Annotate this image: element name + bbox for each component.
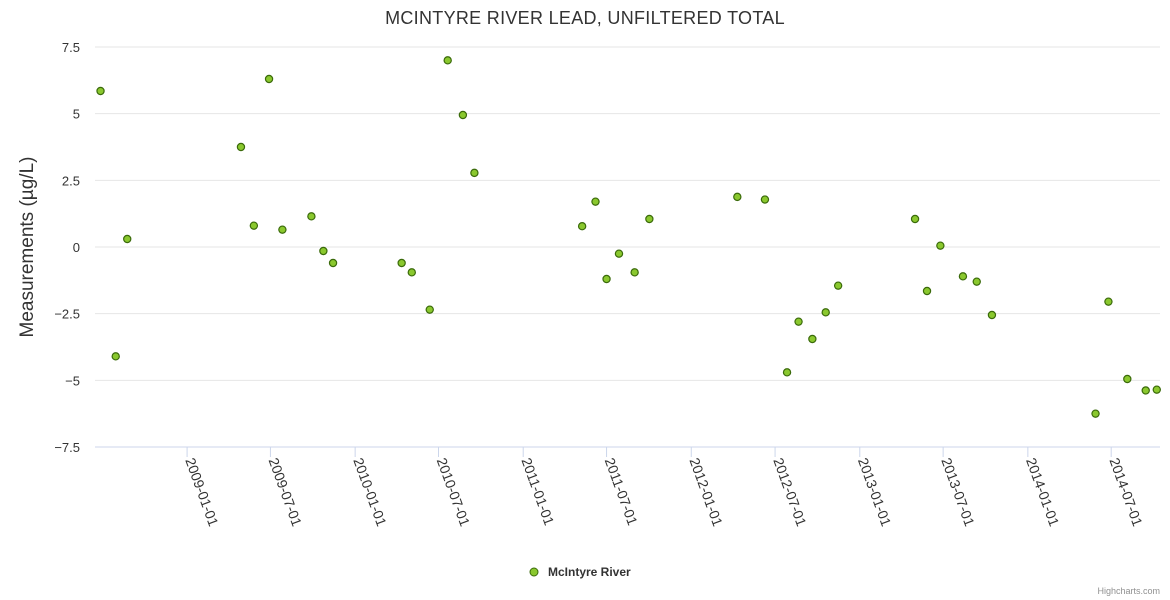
y-axis-ticks: 7.5 5 2.5 0 −2.5 −5 −7.5 bbox=[54, 40, 80, 455]
y-tick-label: 0 bbox=[73, 240, 80, 255]
data-point[interactable] bbox=[987, 310, 997, 320]
data-point[interactable] bbox=[922, 286, 932, 296]
data-point[interactable] bbox=[319, 246, 328, 256]
x-tick-label: 2009-07-01 bbox=[266, 456, 306, 529]
data-point[interactable] bbox=[264, 74, 274, 84]
y-axis-label: Measurements (µg/L) bbox=[17, 157, 38, 338]
data-point[interactable] bbox=[328, 258, 338, 268]
data-point[interactable] bbox=[733, 192, 742, 202]
data-point[interactable] bbox=[808, 334, 817, 344]
x-tick-label: 2011-01-01 bbox=[518, 456, 557, 528]
data-point[interactable] bbox=[645, 214, 654, 224]
data-point[interactable] bbox=[443, 56, 452, 65]
data-point[interactable] bbox=[958, 272, 968, 281]
data-point[interactable] bbox=[630, 268, 639, 277]
y-tick-label: −7.5 bbox=[54, 440, 80, 455]
legend-marker-icon bbox=[529, 567, 539, 577]
data-point[interactable] bbox=[123, 234, 132, 244]
data-point[interactable] bbox=[1141, 386, 1150, 395]
data-point[interactable] bbox=[833, 281, 843, 290]
data-point[interactable] bbox=[111, 352, 120, 361]
y-tick-label: 7.5 bbox=[62, 40, 80, 55]
credits-link[interactable]: Highcharts.com bbox=[1097, 586, 1160, 596]
data-point[interactable] bbox=[307, 212, 316, 221]
data-point[interactable] bbox=[577, 221, 587, 231]
y-tick-label: −5 bbox=[65, 373, 80, 388]
data-point[interactable] bbox=[602, 274, 611, 284]
legend[interactable]: McIntyre River bbox=[529, 565, 631, 579]
grid-lines bbox=[95, 46, 1160, 448]
data-point[interactable] bbox=[1091, 409, 1100, 418]
data-point[interactable] bbox=[910, 214, 920, 224]
chart-title: MCINTYRE RIVER LEAD, UNFILTERED TOTAL bbox=[385, 8, 785, 28]
data-point[interactable] bbox=[397, 258, 406, 268]
data-point[interactable] bbox=[972, 277, 981, 286]
y-tick-label: −2.5 bbox=[54, 307, 80, 322]
x-tick-label: 2010-07-01 bbox=[434, 456, 474, 529]
data-point[interactable] bbox=[760, 195, 770, 204]
data-point[interactable] bbox=[1123, 374, 1132, 384]
data-point[interactable] bbox=[614, 249, 624, 258]
x-axis: 2009-01-01 2009-07-01 2010-01-01 2010-07-01… bbox=[95, 446, 1160, 529]
x-tick-label: 2010-01-01 bbox=[350, 456, 390, 529]
x-tick-label: 2009-01-01 bbox=[182, 456, 222, 529]
data-point[interactable] bbox=[591, 197, 600, 206]
x-tick-label: 2013-07-01 bbox=[938, 456, 978, 529]
data-point[interactable] bbox=[1152, 385, 1161, 394]
x-tick-label: 2011-07-01 bbox=[602, 456, 641, 528]
data-point[interactable] bbox=[821, 308, 830, 317]
x-tick-label: 2012-07-01 bbox=[770, 456, 810, 529]
data-point[interactable] bbox=[794, 317, 803, 326]
x-tick-label: 2012-01-01 bbox=[686, 456, 726, 529]
data-point[interactable] bbox=[1104, 297, 1113, 306]
x-tick-label: 2013-01-01 bbox=[855, 456, 895, 529]
data-point[interactable] bbox=[782, 368, 792, 377]
data-points[interactable] bbox=[96, 56, 1161, 418]
data-point[interactable] bbox=[236, 142, 246, 152]
legend-item-mcintyre-river[interactable]: McIntyre River bbox=[548, 565, 631, 579]
x-tick-label: 2014-01-01 bbox=[1023, 456, 1063, 529]
data-point[interactable] bbox=[425, 305, 434, 314]
data-point[interactable] bbox=[458, 110, 468, 120]
y-tick-label: 5 bbox=[73, 107, 80, 122]
x-tick-label: 2014-07-01 bbox=[1106, 456, 1146, 529]
y-tick-label: 2.5 bbox=[62, 173, 80, 188]
data-point[interactable] bbox=[278, 225, 287, 234]
data-point[interactable] bbox=[407, 268, 416, 277]
data-point[interactable] bbox=[470, 168, 479, 178]
data-point[interactable] bbox=[936, 241, 945, 250]
data-point[interactable] bbox=[249, 221, 259, 230]
data-point[interactable] bbox=[96, 86, 105, 96]
